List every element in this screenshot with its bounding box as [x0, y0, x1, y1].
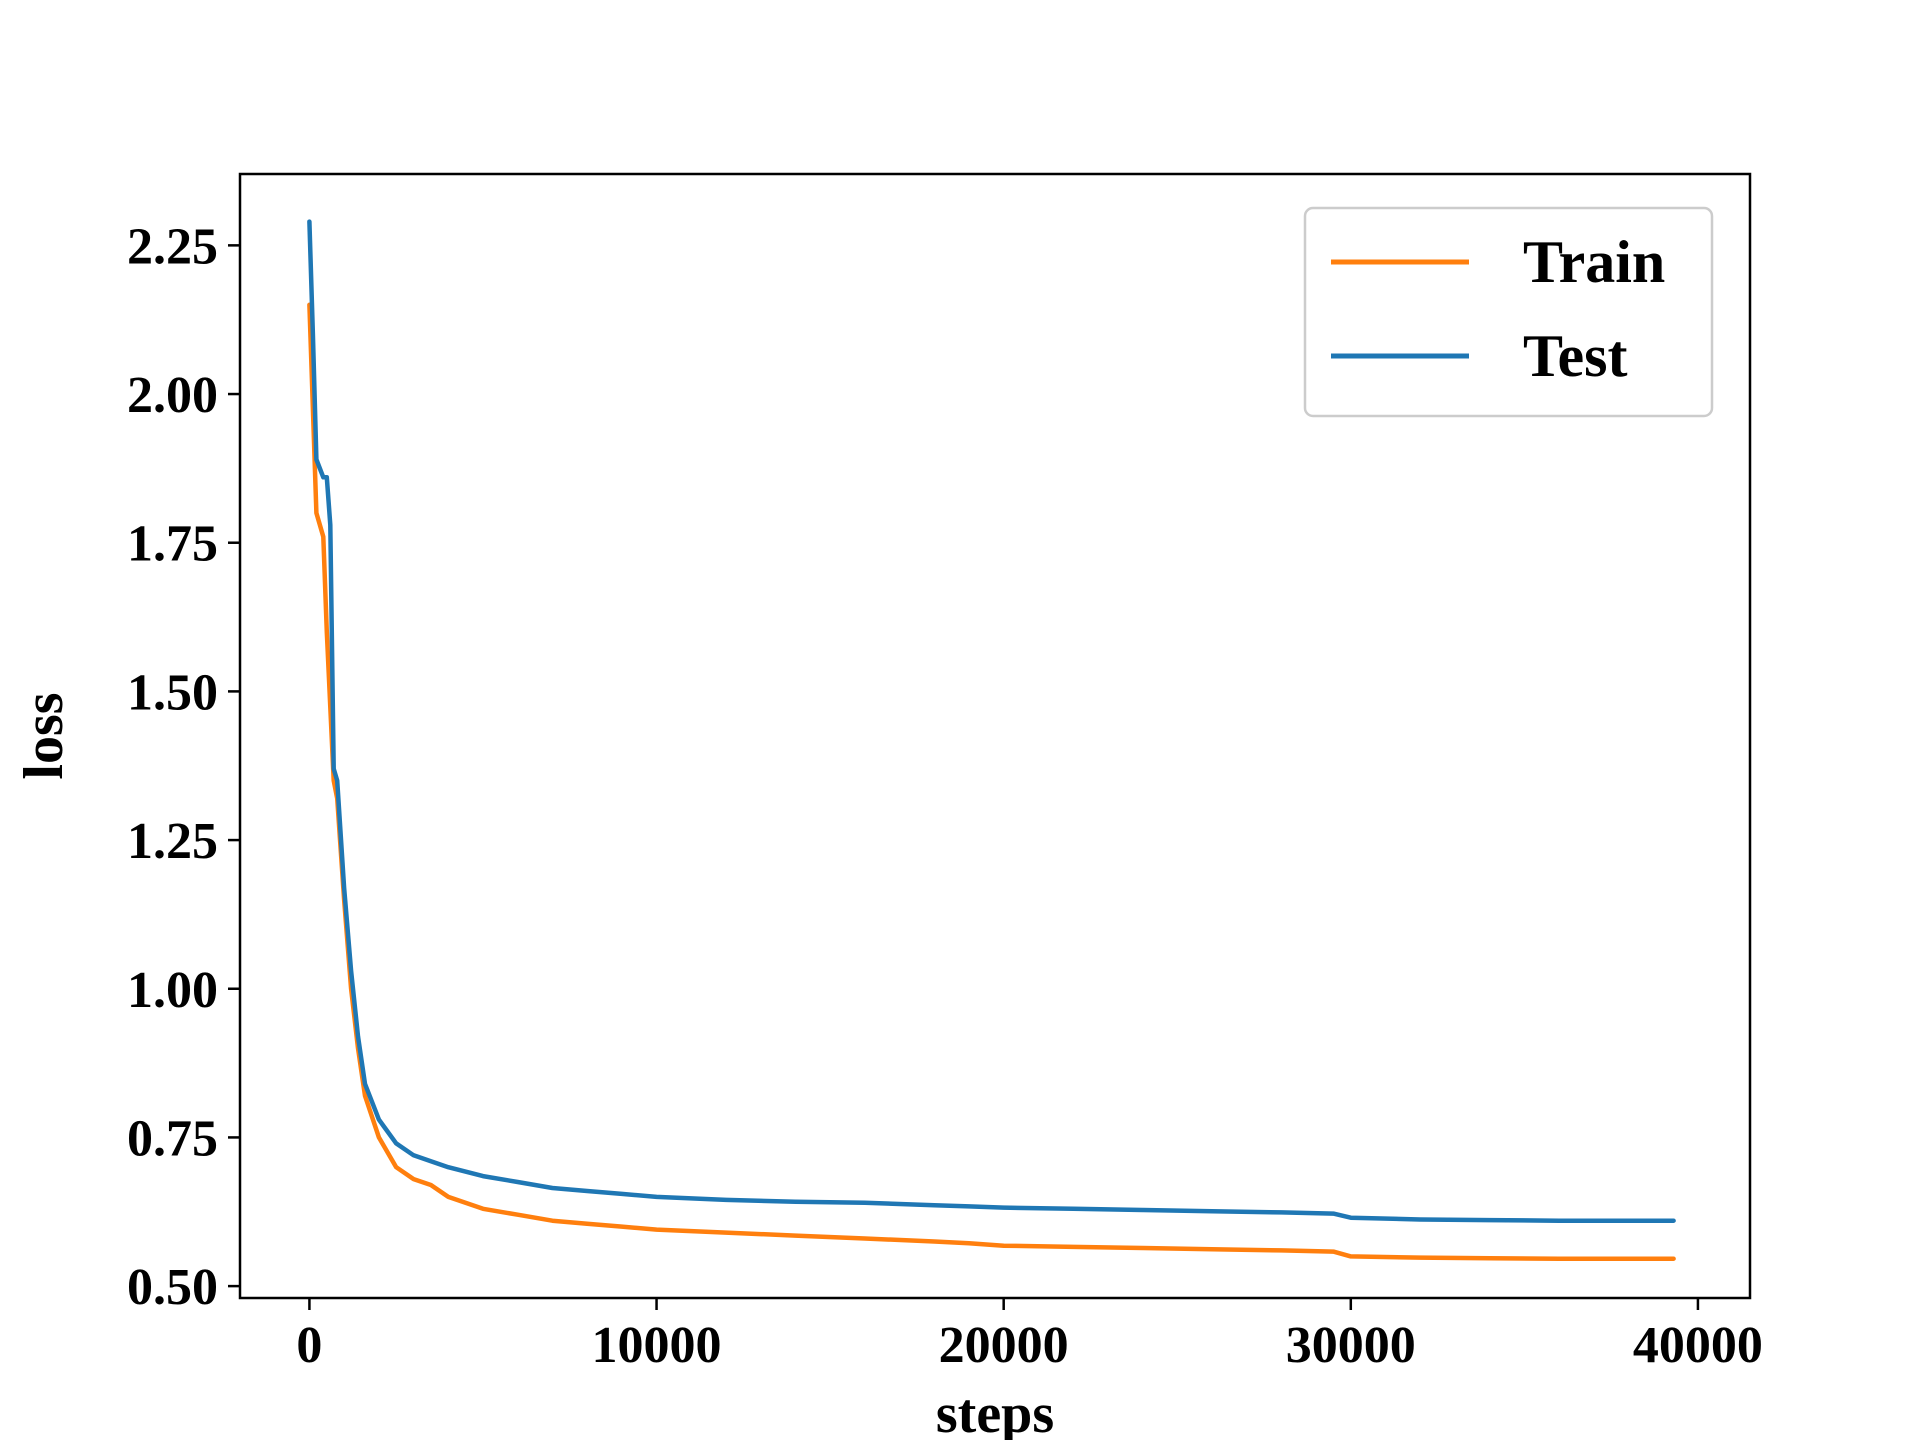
series-layer [307, 219, 1676, 1261]
x-tick-label: 30000 [1286, 1317, 1416, 1374]
y-tick-label: 1.25 [127, 813, 218, 870]
y-tick-label: 1.00 [127, 962, 218, 1019]
x-axis-label: steps [936, 1383, 1054, 1440]
ticks-layer: 0 10000 20000 30000 40000 0.50 0.75 1.00 1.25 1.5… [127, 218, 1763, 1374]
y-tick-label: 2.25 [127, 218, 218, 275]
legend-items: Train Test [1331, 229, 1665, 389]
y-tick-label: 0.50 [127, 1259, 218, 1316]
legend: Train Test [1303, 206, 1714, 418]
legend-label-train: Train [1523, 229, 1665, 295]
series-line-test [307, 219, 1676, 1223]
x-tick-label: 20000 [939, 1317, 1069, 1374]
x-tick-label: 10000 [592, 1317, 722, 1374]
x-tick-label: 0 [296, 1317, 322, 1374]
y-axis-label: loss [13, 692, 75, 779]
plot-frame [238, 172, 1752, 1300]
y-tick-label: 0.75 [127, 1110, 218, 1167]
y-tick-label: 1.50 [127, 664, 218, 721]
legend-label-test: Test [1523, 323, 1627, 389]
y-tick-label: 1.75 [127, 516, 218, 573]
y-tick-label: 2.00 [127, 367, 218, 424]
x-tick-label: 40000 [1633, 1317, 1763, 1374]
